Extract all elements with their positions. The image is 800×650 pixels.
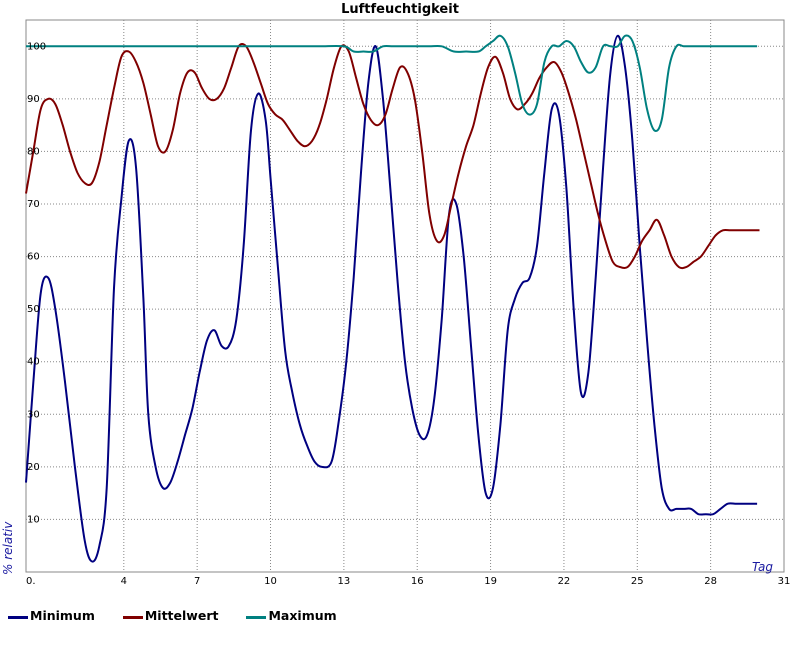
y-tick-label: 30: [27, 409, 40, 420]
chart-title: Luftfeuchtigkeit: [341, 2, 459, 17]
legend-item-minimum: Minimum: [8, 608, 95, 623]
y-tick-label: 70: [27, 199, 40, 210]
legend-swatch: [122, 616, 143, 619]
legend-item-maximum: Maximum: [246, 608, 337, 623]
legend-swatch: [246, 616, 267, 619]
x-tick-label: 4: [121, 576, 127, 587]
x-tick-label: 13: [338, 576, 351, 587]
plot-area: [25, 19, 785, 573]
x-tick-label: 10: [264, 576, 277, 587]
y-tick-label: 60: [27, 252, 40, 263]
y-tick-label: 10: [27, 514, 40, 525]
y-tick-label: 50: [27, 304, 40, 315]
series-line-mittelwert: [25, 43, 760, 270]
y-tick-label: 80: [27, 146, 40, 157]
series-line-maximum: [26, 34, 758, 132]
legend-label: Minimum: [30, 608, 95, 623]
grid-lines: [26, 20, 784, 572]
x-tick-label: 0.: [26, 576, 36, 587]
x-axis-label: Tag: [752, 560, 773, 574]
y-axis-label: % relativ: [1, 521, 15, 575]
y-tick-label: 90: [27, 94, 40, 105]
series-lines: [25, 34, 760, 563]
x-tick-label: 31: [778, 576, 791, 587]
x-tick-label: 19: [484, 576, 497, 587]
y-tick-label: 40: [27, 357, 40, 368]
legend-label: Mittelwert: [144, 608, 219, 623]
legend-item-mittelwert: Mittelwert: [122, 608, 219, 623]
x-tick-label: 7: [194, 576, 200, 587]
chart-legend: Minimum Mittelwert Maximum: [8, 608, 365, 623]
y-tick-label: 100: [27, 41, 46, 52]
legend-swatch: [8, 616, 28, 619]
x-tick-label: 16: [411, 576, 424, 587]
y-tick-label: 20: [27, 462, 40, 473]
legend-label: Maximum: [268, 608, 337, 623]
x-tick-label: 22: [558, 576, 571, 587]
x-tick-label: 25: [631, 576, 644, 587]
series-line-minimum: [25, 34, 758, 563]
axis-ticks: 10 20 30 40 50 60 70 80 90 100 0. 4 7 10 13 16 19 22 25 28 3…: [26, 41, 790, 587]
x-tick-label: 28: [704, 576, 717, 587]
